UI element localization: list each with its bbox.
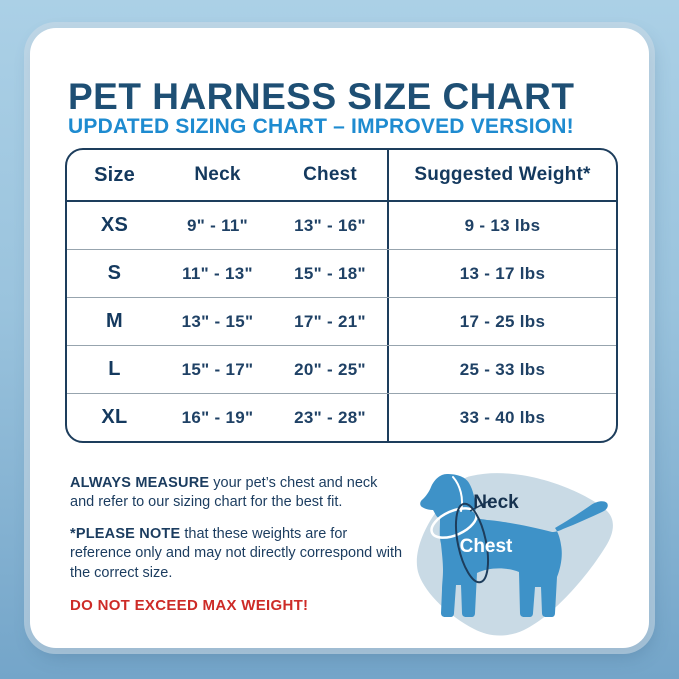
page-title: PET HARNESS SIZE CHART (68, 76, 575, 117)
neck-value: 15" - 17" (181, 359, 254, 379)
header-chest: Chest (303, 164, 357, 185)
header-neck: Neck (194, 164, 241, 185)
header-size: Size (94, 163, 135, 186)
table-row-xs: XS 9" - 11" 13" - 16" 9 - 13 lbs (67, 202, 616, 249)
weight-value: 25 - 33 lbs (387, 346, 616, 393)
chest-value: 17" - 21" (294, 311, 366, 331)
weight-value: 13 - 17 lbs (387, 250, 616, 297)
size-chart-card: PET HARNESS SIZE CHART UPDATED SIZING CH… (30, 28, 649, 648)
size-table-header-row: Size Neck Chest Suggested Weight* (67, 150, 616, 202)
size-table: Size Neck Chest Suggested Weight* XS 9" … (65, 148, 618, 443)
neck-pointer-line (469, 499, 492, 512)
size-value: L (108, 358, 121, 380)
max-weight-warning: DO NOT EXCEED MAX WEIGHT! (70, 596, 309, 614)
table-row-s: S 11" - 13" 15" - 18" 13 - 17 lbs (67, 249, 616, 297)
neck-value: 16" - 19" (181, 407, 254, 427)
table-row-xl: XL 16" - 19" 23" - 28" 33 - 40 lbs (67, 393, 616, 441)
page-subtitle: UPDATED SIZING CHART – IMPROVED VERSION! (68, 115, 574, 138)
size-value: S (107, 262, 122, 284)
measure-note: ALWAYS MEASURE your pet’s chest and neck… (70, 474, 404, 512)
notes-section: ALWAYS MEASURE your pet’s chest and neck… (70, 474, 404, 628)
chest-value: 20" - 25" (294, 359, 366, 379)
please-note-text: that these weights are for reference onl… (70, 526, 403, 581)
chest-value: 13" - 16" (294, 215, 366, 235)
weight-value: 33 - 40 lbs (387, 394, 616, 441)
neck-value: 9" - 11" (186, 215, 249, 235)
neck-value: 13" - 15" (181, 311, 254, 331)
weight-value: 17 - 25 lbs (387, 298, 616, 345)
measure-note-lead: ALWAYS MEASURE (70, 475, 210, 491)
neck-label: Neck (473, 492, 519, 513)
please-note-lead: *PLEASE NOTE (70, 526, 181, 543)
size-value: XL (101, 406, 128, 428)
size-value: M (106, 310, 123, 332)
chest-label: Chest (460, 536, 513, 557)
please-note: *PLEASE NOTE that these weights are for … (70, 525, 404, 582)
table-row-l: L 15" - 17" 20" - 25" 25 - 33 lbs (67, 345, 616, 393)
header-weight: Suggested Weight* (387, 150, 616, 200)
neck-value: 11" - 13" (182, 263, 253, 283)
chest-value: 15" - 18" (294, 263, 366, 283)
measure-note-text: your pet’s chest and neck and refer to o… (70, 475, 378, 511)
dog-silhouette-icon (420, 474, 608, 617)
size-value: XS (100, 214, 129, 236)
weight-value: 9 - 13 lbs (387, 202, 616, 249)
dog-measurement-diagram: Neck Chest (395, 450, 625, 650)
table-row-m: M 13" - 15" 17" - 21" 17 - 25 lbs (67, 297, 616, 345)
chest-measure-line (454, 502, 490, 584)
chest-value: 23" - 28" (294, 407, 366, 427)
